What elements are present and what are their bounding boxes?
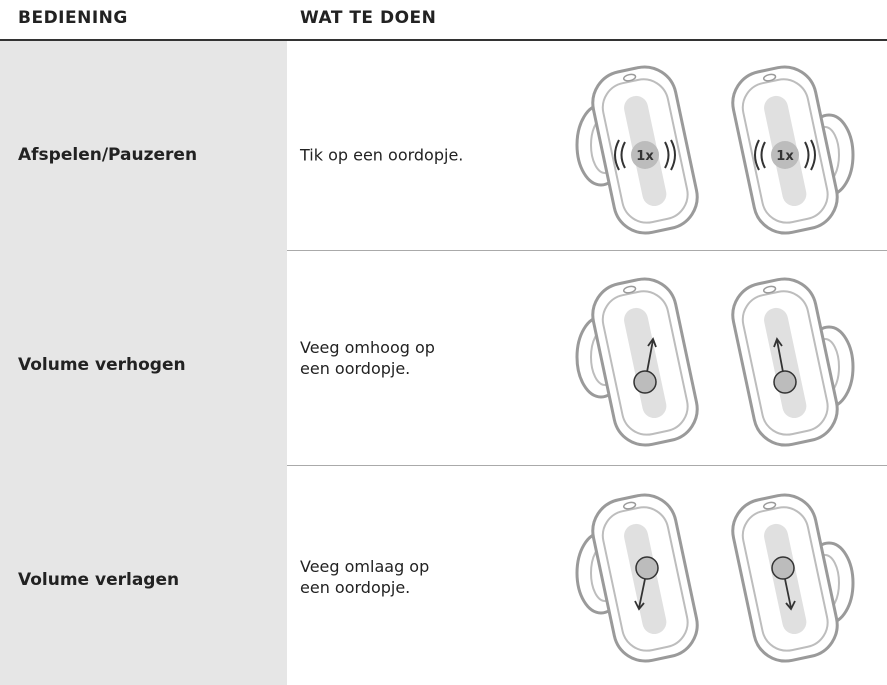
- header-rule: [0, 39, 887, 41]
- row-separator: [287, 465, 887, 466]
- action-text: Veeg omhoog op een oordopje.: [300, 338, 435, 378]
- earbud-right: [725, 271, 855, 453]
- control-label: Volume verhogen: [18, 355, 186, 375]
- tap-label: 1x: [776, 149, 794, 164]
- column-header: WAT TE DOEN: [300, 8, 437, 28]
- earbud-left: [575, 271, 705, 453]
- tap-label: 1x: [636, 149, 654, 164]
- earbud-right: 1x: [725, 59, 855, 241]
- earbud-right: [725, 487, 855, 669]
- action-text: Tik op een oordopje.: [300, 145, 464, 165]
- control-column: [0, 41, 287, 685]
- row-separator: [287, 250, 887, 251]
- control-label: Afspelen/Pauzeren: [18, 145, 198, 165]
- earbud-left: [575, 487, 705, 669]
- earbud-left: 1x: [575, 59, 705, 241]
- control-label: Volume verlagen: [18, 570, 180, 590]
- column-header: BEDIENING: [18, 8, 128, 28]
- action-text: Veeg omlaag op een oordopje.: [300, 557, 430, 597]
